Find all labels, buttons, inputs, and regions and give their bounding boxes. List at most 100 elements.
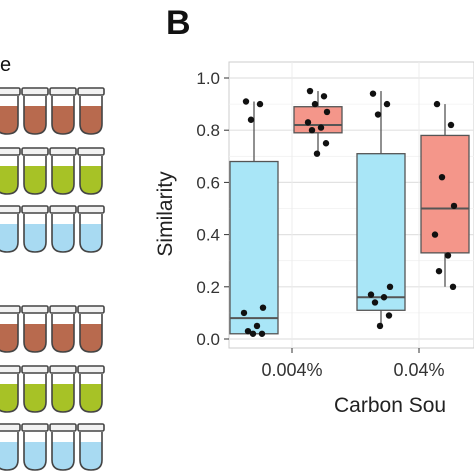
y-tick-label: 0.2 xyxy=(196,278,220,297)
data-point xyxy=(308,127,316,134)
tube-cap xyxy=(49,365,77,374)
data-point xyxy=(253,322,261,330)
data-point xyxy=(386,283,394,290)
tube-body xyxy=(23,432,47,471)
box xyxy=(420,134,470,254)
tube-cap xyxy=(77,305,105,314)
data-point xyxy=(383,100,391,108)
tube xyxy=(49,87,77,135)
tube-liquid xyxy=(80,442,102,470)
tube-body xyxy=(0,214,19,253)
tube-body xyxy=(51,314,75,353)
tube xyxy=(0,87,21,135)
x-tick-label: 0.004% xyxy=(261,360,322,380)
tube-body xyxy=(51,156,75,195)
tube-body xyxy=(79,96,103,135)
tube-liquid xyxy=(24,442,46,470)
tube xyxy=(21,205,49,253)
tube xyxy=(77,365,105,413)
tube-liquid xyxy=(24,324,46,352)
tube-body xyxy=(79,374,103,413)
box-group xyxy=(293,87,343,157)
data-point xyxy=(240,309,248,317)
tube xyxy=(49,205,77,253)
tube xyxy=(77,87,105,135)
tube-liquid xyxy=(80,324,102,352)
tube-body xyxy=(23,314,47,353)
tube-cap xyxy=(21,305,49,314)
tube xyxy=(0,365,21,413)
tube-cap xyxy=(21,423,49,432)
tube-body xyxy=(51,374,75,413)
data-point xyxy=(447,121,455,129)
tube-cap xyxy=(49,205,77,214)
y-tick-label: 1.0 xyxy=(196,69,220,88)
box-group xyxy=(356,90,406,330)
tube-cap xyxy=(0,365,21,374)
tube-body xyxy=(0,156,19,195)
box xyxy=(229,160,279,335)
tube xyxy=(0,147,21,195)
tube-liquid xyxy=(80,224,102,252)
data-point xyxy=(380,294,388,301)
tube-cap xyxy=(21,365,49,374)
tube-body xyxy=(23,214,47,253)
tube xyxy=(49,147,77,195)
tube-body xyxy=(79,214,103,253)
tube xyxy=(49,423,77,471)
tube-cap xyxy=(0,305,21,314)
tube-cap xyxy=(21,205,49,214)
tube-cap xyxy=(49,147,77,156)
tube-liquid xyxy=(80,106,102,134)
data-point xyxy=(320,93,328,100)
tube-body xyxy=(79,156,103,195)
y-tick-label: 0.4 xyxy=(196,226,220,245)
data-point xyxy=(306,87,314,95)
data-point xyxy=(438,173,446,181)
data-point xyxy=(450,202,458,210)
panel-a-label-fragment: e xyxy=(0,54,12,76)
tube xyxy=(21,423,49,471)
tube xyxy=(21,305,49,353)
tube xyxy=(0,305,21,353)
tube-liquid xyxy=(24,384,46,412)
data-point xyxy=(367,291,375,298)
data-point xyxy=(259,304,267,311)
tube-liquid xyxy=(52,442,74,470)
data-point xyxy=(449,283,457,290)
tube-liquid xyxy=(52,166,74,194)
tube-body xyxy=(23,96,47,135)
data-point xyxy=(374,111,382,118)
tube-liquid xyxy=(0,224,18,252)
box xyxy=(293,106,343,134)
tube-liquid xyxy=(0,442,18,470)
tube-body xyxy=(0,96,19,135)
tube-liquid xyxy=(0,166,18,194)
tube xyxy=(0,205,21,253)
data-point xyxy=(256,100,264,108)
data-point xyxy=(371,299,379,306)
tube-liquid xyxy=(52,384,74,412)
tube-liquid xyxy=(0,384,18,412)
y-axis-label: Similarity xyxy=(154,171,177,257)
tube-array-panel xyxy=(0,87,105,471)
tube-body xyxy=(0,374,19,413)
tube-cap xyxy=(21,147,49,156)
tube xyxy=(49,305,77,353)
tube-body xyxy=(79,432,103,471)
tube xyxy=(21,147,49,195)
data-point xyxy=(444,252,452,259)
tube xyxy=(49,365,77,413)
data-point xyxy=(244,327,252,335)
tube-cap xyxy=(0,87,21,96)
data-point xyxy=(247,116,255,123)
data-point xyxy=(313,150,321,157)
tube-cap xyxy=(77,365,105,374)
tube-liquid xyxy=(52,224,74,252)
box-group xyxy=(420,100,470,290)
tube-cap xyxy=(0,205,21,214)
y-tick-label: 0.8 xyxy=(196,121,220,140)
box-group xyxy=(229,98,279,337)
tube-body xyxy=(0,432,19,471)
tube-cap xyxy=(77,423,105,432)
